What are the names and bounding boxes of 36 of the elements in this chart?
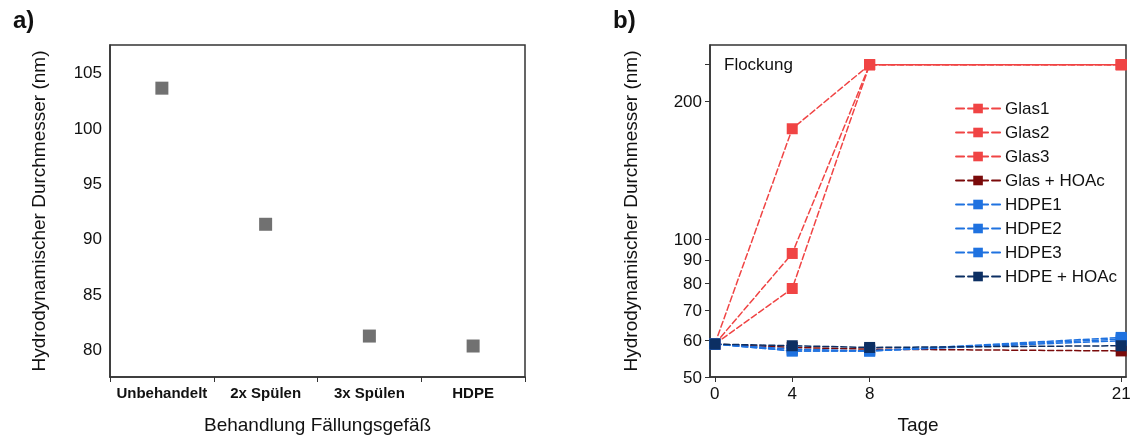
x-tick-label: 21 xyxy=(1111,384,1131,403)
x-axis-title: Behandlung Fällungsgefäß xyxy=(203,414,432,435)
y-tick-label: 90 xyxy=(683,250,702,270)
y-tick-label: 100 xyxy=(73,118,102,138)
x-tick-label: 4 xyxy=(787,384,797,403)
y-tick-label: 50 xyxy=(683,367,702,387)
y-tick-label: 85 xyxy=(83,284,102,304)
y-tick-label: 200 xyxy=(673,91,702,111)
legend-label: Glas2 xyxy=(1005,123,1050,142)
legend-label: Glas + HOAc xyxy=(1005,171,1106,190)
chart-title: b) xyxy=(613,5,636,33)
legend-label: HDPE2 xyxy=(1005,219,1062,238)
x-tick-label: Unbehandelt xyxy=(116,384,208,401)
legend-label: HDPE1 xyxy=(1005,195,1062,214)
y-tick-label: 95 xyxy=(83,173,102,193)
annotation: Flockung xyxy=(724,54,793,74)
y-tick-label: 80 xyxy=(683,273,702,293)
legend-label: Glas3 xyxy=(1005,147,1050,166)
y-tick-label: 60 xyxy=(683,331,702,351)
chart-title: a) xyxy=(13,5,35,33)
x-tick-label: 2x Spülen xyxy=(230,384,302,401)
y-axis-title: Hydrodynamischer Durchmesser (nm) xyxy=(28,50,49,372)
y-tick-label: 90 xyxy=(83,229,102,249)
x-tick-label: HDPE xyxy=(452,384,494,401)
x-tick-label: 3x Spülen xyxy=(333,384,405,401)
legend-label: Glas1 xyxy=(1005,99,1050,118)
x-tick-label: 0 xyxy=(710,384,720,403)
y-axis-title: Hydrodynamischer Durchmesser (nm) xyxy=(620,50,641,372)
legend-label: HDPE + HOAc xyxy=(1005,267,1118,286)
y-tick-label: 105 xyxy=(73,63,102,83)
y-tick-label: 100 xyxy=(673,229,702,249)
x-tick-label: 8 xyxy=(864,384,875,403)
x-axis-title: Tage xyxy=(897,414,939,435)
legend-label: HDPE3 xyxy=(1005,243,1062,262)
y-tick-label: 80 xyxy=(83,339,102,359)
y-tick-label: 70 xyxy=(683,300,702,320)
